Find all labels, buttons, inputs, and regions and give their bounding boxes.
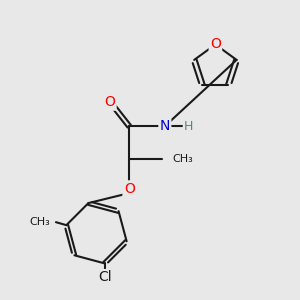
Text: Cl: Cl [98,270,111,284]
Text: CH₃: CH₃ [172,154,193,164]
Text: CH₃: CH₃ [29,217,50,227]
Text: O: O [210,38,221,52]
Text: N: N [160,119,170,133]
Text: O: O [124,182,135,196]
Text: H: H [184,120,193,133]
Text: O: O [104,95,115,110]
